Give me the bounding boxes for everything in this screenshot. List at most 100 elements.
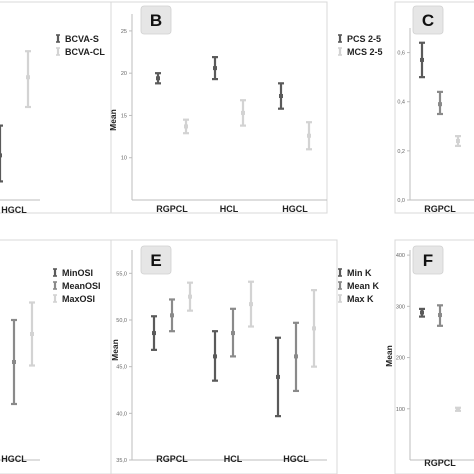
mean-marker xyxy=(294,354,298,359)
mean-marker xyxy=(456,407,460,412)
error-bar xyxy=(25,50,31,109)
error-bar xyxy=(151,315,157,351)
error-bar xyxy=(455,135,461,148)
mean-marker xyxy=(312,326,316,331)
mean-marker xyxy=(420,57,424,62)
x-category-label: RGPCL xyxy=(156,204,188,214)
mean-marker xyxy=(438,313,442,318)
y-tick-label: 0,2 xyxy=(397,149,405,155)
x-category-label: HGCL xyxy=(1,454,27,464)
y-tick-label: 25 xyxy=(121,29,127,35)
legend-label: BCVA-S xyxy=(65,34,99,44)
mean-marker xyxy=(276,374,280,379)
panel-label-badge xyxy=(412,245,444,275)
y-tick-label: 55,0 xyxy=(116,271,127,277)
x-category-label: HCL xyxy=(224,454,243,464)
y-tick-label: 50,0 xyxy=(116,318,127,324)
error-bar xyxy=(212,56,218,81)
y-tick-label: 0,0 xyxy=(397,198,405,204)
error-bar xyxy=(419,41,425,79)
y-tick-label: 40,0 xyxy=(116,411,127,417)
y-tick-label: 15 xyxy=(121,113,127,119)
x-category-label: HGCL xyxy=(282,204,308,214)
mean-marker xyxy=(249,302,253,307)
panel-label-badge xyxy=(140,5,172,35)
y-tick-label: 0,6 xyxy=(397,51,405,57)
mean-marker xyxy=(188,294,192,299)
y-tick-label: 10 xyxy=(121,156,127,162)
legend-label: BCVA-CL xyxy=(65,47,105,57)
mean-marker xyxy=(213,354,217,359)
legend-label: MeanOSI xyxy=(62,281,101,291)
error-bar xyxy=(0,124,3,183)
chart-panel-e: 35,0 40,0 45,0 50,0 55,0 Mean RGPCL HCL HGCL Min … xyxy=(110,239,380,474)
y-axis-label: Mean xyxy=(110,339,120,361)
chart-panel-d: HGCL MinOSI MeanOSI MaxOSI xyxy=(0,239,121,474)
panel-label: F xyxy=(423,251,433,270)
panel-frame xyxy=(394,1,474,214)
mean-marker xyxy=(26,75,30,80)
mean-marker xyxy=(241,110,245,115)
mean-marker xyxy=(279,94,283,99)
panel-frame xyxy=(0,239,121,474)
error-bar xyxy=(187,281,193,312)
panel-frame xyxy=(110,239,338,474)
y-axis-label: Mean xyxy=(384,345,394,367)
error-bar xyxy=(11,318,17,406)
y-tick-label: 20 xyxy=(121,71,127,77)
mean-marker xyxy=(231,331,235,336)
x-category-label: RGPCL xyxy=(156,454,188,464)
y-tick-label: 400 xyxy=(396,253,405,259)
legend-label: Min K xyxy=(347,268,372,278)
error-bar xyxy=(183,118,189,135)
mean-marker xyxy=(213,66,217,71)
error-bar xyxy=(311,289,317,368)
panel-label: E xyxy=(150,251,161,270)
panel-frame xyxy=(110,1,328,214)
y-axis-label: Mean xyxy=(108,109,118,131)
chart-panel-c: 0,0 0,2 0,4 0,6 RGPCL C xyxy=(394,1,474,214)
mean-marker xyxy=(152,331,156,336)
mean-marker xyxy=(12,360,16,364)
legend-label: PCS 2-5 xyxy=(347,34,381,44)
y-tick-label: 0,4 xyxy=(397,100,405,106)
panel-frame xyxy=(394,239,474,474)
error-bar xyxy=(455,406,461,412)
error-bar xyxy=(29,301,35,367)
x-category-label: HGCL xyxy=(1,205,27,215)
error-bar xyxy=(278,82,284,110)
y-tick-label: 35,0 xyxy=(116,458,127,464)
mean-marker xyxy=(438,102,442,107)
error-bar xyxy=(155,72,161,85)
error-bar xyxy=(306,121,312,151)
error-bar xyxy=(437,90,443,116)
error-bar xyxy=(437,304,443,327)
y-tick-label: 300 xyxy=(396,304,405,310)
mean-marker xyxy=(184,124,188,129)
x-category-label: RGPCL xyxy=(424,204,456,214)
error-bar xyxy=(240,99,246,127)
mean-marker xyxy=(0,153,2,158)
mean-marker xyxy=(420,310,424,315)
mean-marker xyxy=(456,139,460,144)
chart-panel-f: 100 200 300 400 Mean RGPCL F xyxy=(384,239,474,474)
panel-label: C xyxy=(422,11,434,30)
mean-marker xyxy=(307,133,311,138)
mean-marker xyxy=(170,313,174,318)
x-category-label: HGCL xyxy=(283,454,309,464)
x-category-label: RGPCL xyxy=(424,458,456,468)
error-bar xyxy=(419,307,425,318)
panel-label-badge xyxy=(140,245,172,275)
legend-label: Max K xyxy=(347,294,374,304)
mean-marker xyxy=(30,332,34,336)
legend-label: Mean K xyxy=(347,281,380,291)
mean-marker xyxy=(156,76,160,81)
error-bar xyxy=(169,298,175,333)
error-bar xyxy=(230,307,236,358)
error-bar xyxy=(212,330,218,382)
error-bar xyxy=(293,321,299,393)
error-bar xyxy=(248,280,254,328)
x-category-label: HCL xyxy=(220,204,239,214)
legend-label: MCS 2-5 xyxy=(347,47,383,57)
